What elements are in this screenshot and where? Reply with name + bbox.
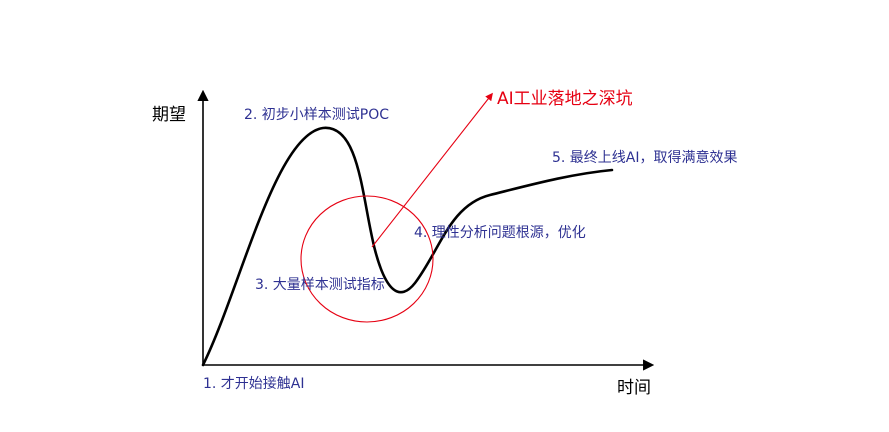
stage-label-4: 4. 理性分析问题根源，优化	[414, 225, 586, 241]
x-axis-label: 时间	[617, 378, 651, 398]
pit-highlight-circle	[300, 195, 434, 323]
y-axis-label: 期望	[152, 105, 186, 125]
pit-callout-label: AI工业落地之深坑	[497, 89, 633, 109]
pit-callout-arrow	[371, 92, 493, 248]
stage-label-3: 3. 大量样本测试指标	[255, 277, 385, 293]
stage-label-5: 5. 最终上线AI，取得满意效果	[552, 149, 738, 166]
stage-label-2: 2. 初步小样本测试POC	[244, 106, 389, 123]
expectation-curve	[201, 126, 614, 367]
stage-label-1: 1. 才开始接触AI	[203, 375, 305, 392]
